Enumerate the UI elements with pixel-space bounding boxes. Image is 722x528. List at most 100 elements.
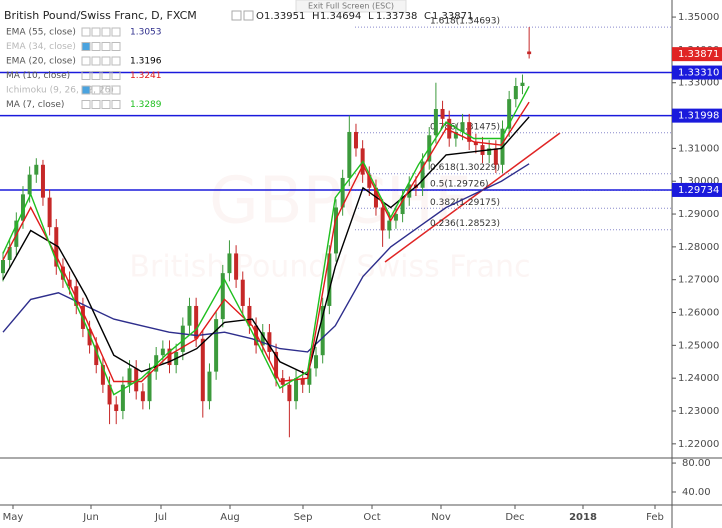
candle-body xyxy=(20,194,25,221)
legend-icon[interactable] xyxy=(81,71,91,80)
candle-body xyxy=(460,122,465,132)
candle-body xyxy=(380,207,385,231)
candle-body xyxy=(267,332,272,352)
legend-icon[interactable] xyxy=(81,85,91,95)
legend: EMA (55, close) 1.3053 EMA (34, close) EMA … xyxy=(6,27,162,110)
legend-icon[interactable] xyxy=(111,27,121,37)
ohlc-key: L xyxy=(368,11,374,22)
legend-icon[interactable] xyxy=(91,27,101,37)
oscillator-tick-label: 40.00 xyxy=(682,487,711,498)
candle-body xyxy=(254,325,259,346)
legend-icon[interactable] xyxy=(101,42,111,51)
candle-body xyxy=(334,207,338,254)
legend-icon[interactable] xyxy=(111,56,121,66)
candle-body xyxy=(453,131,458,139)
x-tick-label: May xyxy=(3,512,24,523)
ohlc-value: 1.33951 xyxy=(264,11,305,22)
legend-icon[interactable] xyxy=(111,85,121,95)
candle-body xyxy=(60,266,65,280)
level-tag-label: 1.29734 xyxy=(678,185,719,196)
candle-body xyxy=(353,131,358,149)
candle-body xyxy=(227,253,232,274)
fib-label: 0.618(1.30229) xyxy=(430,163,500,173)
candle-body xyxy=(187,305,192,326)
y-tick-label: 1.33000 xyxy=(678,78,719,89)
legend-icon[interactable] xyxy=(91,42,101,51)
level-tag-label: 1.31998 xyxy=(678,111,719,122)
legend-icon[interactable] xyxy=(81,100,91,109)
candle-body xyxy=(27,174,32,195)
legend-icon[interactable] xyxy=(101,71,111,80)
candle-body xyxy=(487,148,492,155)
legend-icon[interactable] xyxy=(81,56,91,66)
candle-body xyxy=(127,368,132,385)
candle-body xyxy=(400,197,405,215)
legend-name: EMA (20, close) xyxy=(6,57,76,67)
candle-body xyxy=(167,348,172,366)
legend-value: 1.3289 xyxy=(130,100,162,110)
candle-body xyxy=(7,246,12,260)
candle-body xyxy=(194,305,199,339)
candle-body xyxy=(513,86,518,100)
y-tick-label: 1.27000 xyxy=(678,275,719,286)
legend-icon[interactable] xyxy=(101,27,111,37)
legend-icon[interactable] xyxy=(81,27,91,37)
candle-body xyxy=(120,384,125,412)
ma-line xyxy=(2,163,530,353)
candle-body xyxy=(294,378,299,402)
legend-icon[interactable] xyxy=(81,42,91,51)
exit-button[interactable] xyxy=(295,0,407,13)
candle-body xyxy=(300,378,305,385)
candle-body xyxy=(387,220,392,231)
fib-label: 0.786(1.31475) xyxy=(430,122,500,132)
legend-icon[interactable] xyxy=(91,85,101,95)
legend-icon[interactable] xyxy=(91,56,101,66)
candle-body xyxy=(207,371,212,402)
candle-body xyxy=(347,131,352,178)
level-tag-label: 1.33310 xyxy=(678,68,719,79)
candle-body xyxy=(214,319,219,372)
candle-body xyxy=(260,332,265,346)
candle-body xyxy=(240,279,245,306)
candle-body xyxy=(47,197,52,228)
ma-line xyxy=(2,101,530,383)
fib-label: 1.618(1.34693) xyxy=(430,17,500,27)
legend-icon[interactable] xyxy=(111,71,121,80)
ohlc-value: 1.34694 xyxy=(320,11,361,22)
legend-icon[interactable] xyxy=(101,85,111,95)
legend-icon[interactable] xyxy=(91,71,101,80)
legend-name: EMA (34, close) xyxy=(6,42,76,52)
ohlc-key: C xyxy=(424,11,431,22)
legend-value: 1.3053 xyxy=(130,28,162,38)
last-price-tag xyxy=(672,47,722,62)
level-tag xyxy=(672,182,722,197)
candle-body xyxy=(433,108,438,136)
ohlc-value: 1.33738 xyxy=(376,11,417,22)
candle-body xyxy=(140,391,145,402)
legend-icon[interactable] xyxy=(91,100,101,109)
y-tick-label: 1.25000 xyxy=(678,340,719,351)
settings-icon[interactable] xyxy=(243,10,254,21)
legend-icon[interactable] xyxy=(101,100,111,109)
candle-body xyxy=(34,164,39,175)
candle-body xyxy=(314,355,319,369)
legend-name: EMA (55, close) xyxy=(6,28,76,38)
plot: 1.618(1.34693) 0.786(1.31475) 0.618(1.3022… xyxy=(0,17,672,438)
y-tick-label: 1.28000 xyxy=(678,242,719,253)
candle-body xyxy=(307,368,312,385)
candle-body xyxy=(100,365,105,385)
ma-line xyxy=(2,116,530,376)
legend-value: 1.3196 xyxy=(130,57,162,67)
legend-icon[interactable] xyxy=(101,56,111,66)
settings-icon[interactable] xyxy=(231,10,242,21)
ohlc-key: H xyxy=(312,11,320,22)
x-tick-label: Jul xyxy=(154,512,167,523)
legend-icon[interactable] xyxy=(111,100,121,109)
candle-body xyxy=(274,351,279,379)
candle-body xyxy=(393,214,398,221)
legend-icon[interactable] xyxy=(111,42,121,51)
candle-body xyxy=(340,177,345,208)
y-tick-label: 1.22000 xyxy=(678,439,719,450)
exit-button-label: Exit Full Screen (ESC) xyxy=(308,2,394,11)
